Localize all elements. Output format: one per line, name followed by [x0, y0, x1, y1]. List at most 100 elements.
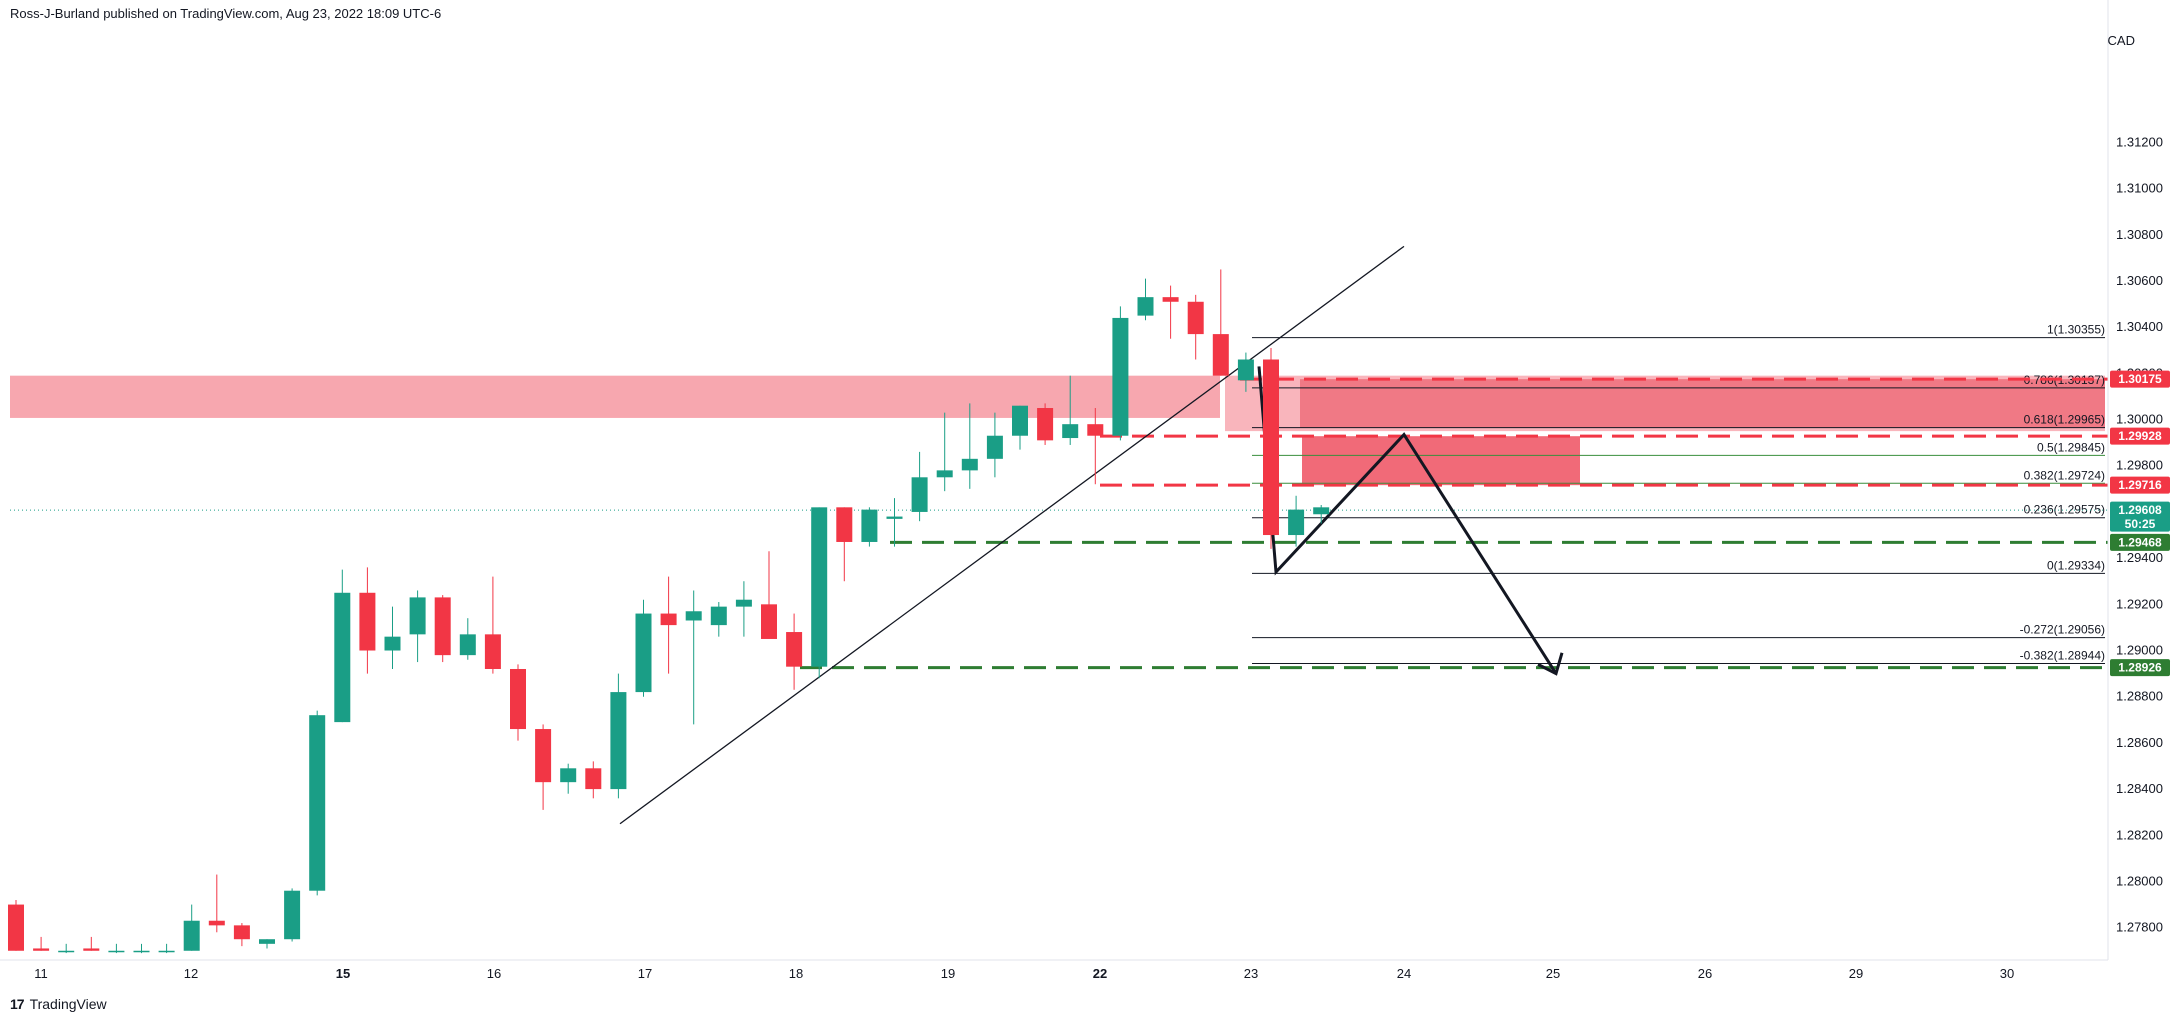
time-tick-label: 17: [638, 966, 652, 981]
candle: [1137, 278, 1154, 321]
candle: [836, 507, 853, 582]
time-tick-label: 24: [1397, 966, 1411, 981]
price-tick-label: 1.28400: [2116, 781, 2163, 796]
price-tick-label: 1.28800: [2116, 689, 2163, 704]
candle: [1062, 375, 1079, 445]
time-tick-label: 11: [34, 966, 48, 981]
candle: [259, 939, 275, 949]
price-tick-label: 1.28200: [2116, 827, 2163, 842]
price-tick-label: 1.29200: [2116, 596, 2163, 611]
zones-layer: [10, 375, 2105, 486]
candle: [83, 936, 100, 951]
time-tick-label: 23: [1244, 966, 1258, 981]
candle-body: [133, 950, 150, 953]
candle: [1263, 347, 1279, 549]
candle: [1212, 269, 1229, 376]
candle-body: [384, 636, 401, 651]
price-tick-label: 1.30800: [2116, 227, 2163, 242]
candle-body: [83, 948, 100, 951]
candle: [434, 595, 451, 663]
candle-body: [911, 477, 928, 512]
candle-body: [1012, 405, 1028, 436]
candle-body: [1037, 408, 1054, 441]
candle-body: [560, 768, 577, 783]
candle-body: [961, 458, 978, 471]
sell-zone-box: [1302, 436, 1580, 486]
fib-label: 0.786(1.30137): [2024, 373, 2105, 387]
tradingview-logo-icon: 17: [10, 996, 25, 1012]
price-tick-label: 1.29000: [2116, 643, 2163, 658]
last-price-tag-bg: [2110, 501, 2170, 532]
candle-body: [334, 592, 351, 723]
candle-body: [510, 668, 526, 730]
publish-header: Ross-J-Burland published on TradingView.…: [10, 6, 441, 21]
level-price-tag: 1.30175: [2118, 372, 2162, 386]
candle: [1237, 352, 1254, 392]
candle: [936, 412, 953, 492]
candle: [1162, 285, 1179, 339]
candle: [359, 567, 376, 674]
price-tick-label: 1.27800: [2116, 920, 2163, 935]
level-price-tag-bg: [2110, 427, 2170, 445]
time-tick-label: 26: [1698, 966, 1712, 981]
candle-body: [58, 950, 75, 953]
candle-body: [610, 692, 627, 790]
candle-body: [1062, 424, 1079, 439]
candle: [1112, 306, 1129, 441]
candle: [986, 412, 1003, 478]
candle: [459, 618, 476, 660]
tradingview-footer[interactable]: 17 TradingView: [10, 996, 107, 1012]
level-price-tag: 1.29928: [2118, 429, 2162, 443]
candle: [1012, 405, 1028, 450]
candle-body: [685, 611, 702, 621]
candle-body: [1162, 297, 1179, 302]
candle-body: [33, 948, 50, 951]
author-name[interactable]: Ross-J-Burland: [10, 6, 104, 21]
candle-body: [635, 613, 652, 693]
time-tick-label: 30: [2000, 966, 2014, 981]
candle: [685, 590, 702, 725]
price-tick-label: 1.30600: [2116, 273, 2163, 288]
candle-body: [861, 509, 878, 542]
published-text: published on TradingView.com,: [103, 6, 286, 21]
candle: [384, 606, 401, 669]
candle: [233, 923, 250, 947]
level-price-tag-bg: [2110, 533, 2170, 551]
last-price-tag: 1.29608: [2118, 503, 2162, 517]
level-price-tag-bg: [2110, 370, 2170, 388]
candle: [409, 590, 426, 663]
price-tick-label: 1.29800: [2116, 458, 2163, 473]
trend-drawings: [619, 245, 1564, 825]
candle: [510, 664, 526, 741]
fib-label: 0.236(1.29575): [2024, 503, 2105, 517]
candle: [761, 551, 777, 639]
candle: [309, 710, 326, 896]
candle: [108, 943, 125, 954]
candle: [133, 943, 150, 954]
fibonacci-retracement: 1(1.30355) 0.786(1.30137) 0.618(1.29965) 0.…: [1252, 323, 2105, 664]
candle: [183, 904, 200, 951]
candle-body: [359, 592, 376, 651]
candle: [886, 498, 903, 547]
time-tick-label: 25: [1546, 966, 1560, 981]
candle: [811, 507, 828, 679]
candle-body: [1288, 509, 1305, 536]
candle: [284, 888, 301, 942]
candle: [484, 576, 501, 674]
candle-body: [1112, 317, 1129, 436]
candle: [1037, 403, 1054, 445]
candle: [560, 763, 577, 794]
candle: [208, 874, 225, 933]
candle-body: [434, 597, 451, 656]
candle-body: [786, 632, 803, 667]
price-tick-label: 1.31200: [2116, 134, 2163, 149]
ascending-trendline: [619, 245, 1405, 825]
level-price-tag: 1.29716: [2118, 478, 2162, 492]
axes: 1.312001.310001.308001.306001.304001.302…: [0, 0, 2163, 981]
fib-label: 1(1.30355): [2047, 323, 2105, 337]
level-price-tag-bg: [2110, 476, 2170, 494]
candle: [8, 899, 24, 951]
candle: [1187, 294, 1204, 360]
candle: [660, 576, 677, 674]
